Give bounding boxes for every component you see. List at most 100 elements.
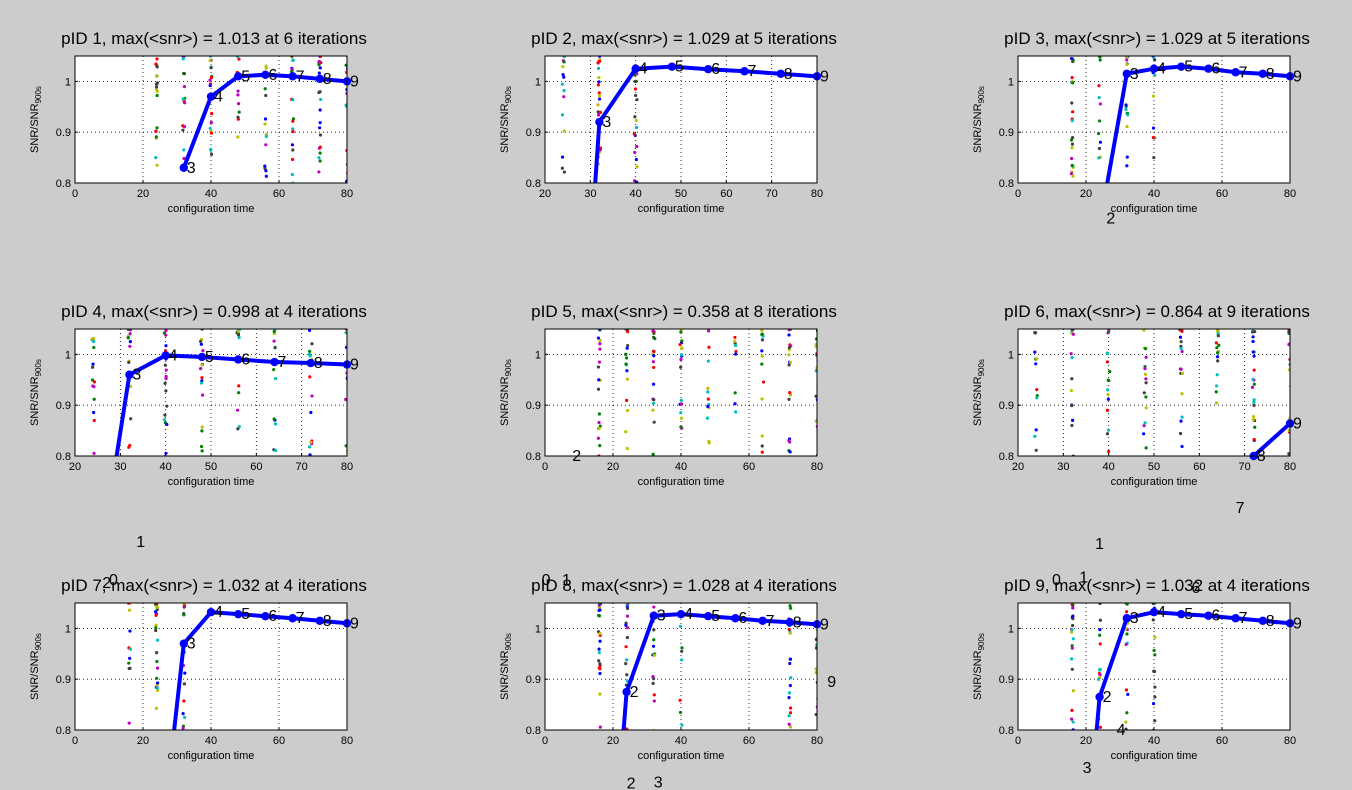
scatter-point <box>597 651 601 655</box>
x-axis-label: configuration time <box>168 750 255 762</box>
series-point <box>179 639 188 648</box>
series-point <box>315 616 324 625</box>
data-label: 9 <box>1293 615 1302 632</box>
scatter-point <box>291 119 295 123</box>
scatter-point <box>1153 58 1157 62</box>
scatter-point <box>652 699 656 703</box>
scatter-point <box>598 110 603 114</box>
scatter-point <box>1215 351 1220 355</box>
scatter-point <box>560 166 564 170</box>
scatter-point <box>92 418 96 423</box>
x-tick-label: 40 <box>675 461 687 473</box>
scatter-point <box>680 339 684 343</box>
scatter-point <box>651 360 655 364</box>
x-tick-label: 70 <box>766 188 778 200</box>
scatter-point <box>598 671 602 676</box>
scatter-point <box>788 391 792 395</box>
subplot-title: pID 4, max(<snr>) = 0.998 at 4 iteration… <box>61 302 367 321</box>
y-axis-label: SNR/SNR900s <box>29 86 43 153</box>
scatter-point <box>1143 421 1147 425</box>
scatter-point <box>624 623 628 627</box>
scatter-point <box>181 712 185 716</box>
scatter-point <box>1098 627 1102 632</box>
scatter-point <box>1179 340 1183 344</box>
scatter-point <box>1070 667 1074 671</box>
x-tick-label: 80 <box>341 735 353 747</box>
scatter-point <box>760 338 765 342</box>
data-label: 7 <box>296 610 305 627</box>
scatter-point <box>597 426 601 431</box>
scatter-point <box>154 613 158 617</box>
scatter-point <box>1071 603 1075 607</box>
x-tick-label: 0 <box>1015 188 1021 200</box>
scatter-point <box>1071 689 1075 693</box>
scatter-point <box>734 410 738 414</box>
scatter-point <box>155 57 159 61</box>
scatter-point <box>596 336 601 340</box>
data-label: 4 <box>169 347 178 364</box>
scatter-point <box>761 380 766 384</box>
scatter-point <box>344 444 347 448</box>
scatter-point <box>1287 452 1290 456</box>
scatter-point <box>598 662 602 666</box>
scatter-point <box>625 329 630 334</box>
scatter-point <box>1151 126 1156 130</box>
scatter-point <box>596 66 601 71</box>
data-label: 2 <box>1106 211 1115 228</box>
scatter-point <box>1070 76 1074 80</box>
scatter-point <box>562 170 566 174</box>
scatter-point <box>127 608 132 612</box>
scatter-point <box>1070 163 1074 168</box>
scatter-point <box>1033 434 1037 438</box>
scatter-point <box>318 145 322 149</box>
scatter-point <box>625 658 629 662</box>
x-tick-label: 60 <box>1216 188 1228 200</box>
scatter-point <box>317 156 321 160</box>
axes-background <box>1018 603 1290 730</box>
scatter-point <box>165 404 169 408</box>
data-label: 2 <box>630 684 639 701</box>
scatter-point <box>679 416 684 420</box>
series-point <box>1231 614 1240 623</box>
scatter-point <box>1214 341 1218 345</box>
scatter-point <box>1070 418 1075 422</box>
data-label: 0 <box>542 572 551 589</box>
scatter-point <box>632 132 636 136</box>
y-tick-label: 0.9 <box>56 127 71 139</box>
data-label: 6 <box>1211 61 1220 78</box>
scatter-point <box>634 118 638 123</box>
data-label: 5 <box>1184 59 1193 76</box>
data-label: 4 <box>639 61 648 78</box>
scatter-point <box>1180 392 1184 396</box>
series-point <box>1258 69 1268 78</box>
scatter-point <box>651 408 655 412</box>
scatter-point <box>208 126 212 130</box>
scatter-point <box>1251 418 1255 422</box>
scatter-point <box>308 349 312 353</box>
data-label: 7 <box>766 613 775 630</box>
scatter-point <box>1124 720 1128 724</box>
scatter-point <box>760 329 764 333</box>
data-label: 8 <box>314 355 323 372</box>
scatter-points <box>1069 603 1157 730</box>
scatter-point <box>263 117 268 121</box>
y-tick-label: 0.8 <box>526 451 541 463</box>
subplot-title: pID 1, max(<snr>) = 1.013 at 6 iteration… <box>61 29 367 48</box>
scatter-point <box>1144 395 1148 399</box>
scatter-point <box>814 394 817 398</box>
scatter-point <box>163 413 167 417</box>
x-tick-label: 40 <box>205 735 217 747</box>
scatter-point <box>625 377 630 381</box>
scatter-point <box>597 94 602 98</box>
scatter-point <box>127 661 131 665</box>
scatter-point <box>291 58 295 62</box>
scatter-point <box>237 110 241 114</box>
scatter-point <box>1287 330 1290 334</box>
scatter-point <box>163 381 167 385</box>
scatter-point <box>706 390 710 394</box>
scatter-point <box>155 607 159 612</box>
scatter-point <box>199 444 204 449</box>
scatter-point <box>1143 367 1147 371</box>
data-label: 4 <box>1157 604 1166 621</box>
